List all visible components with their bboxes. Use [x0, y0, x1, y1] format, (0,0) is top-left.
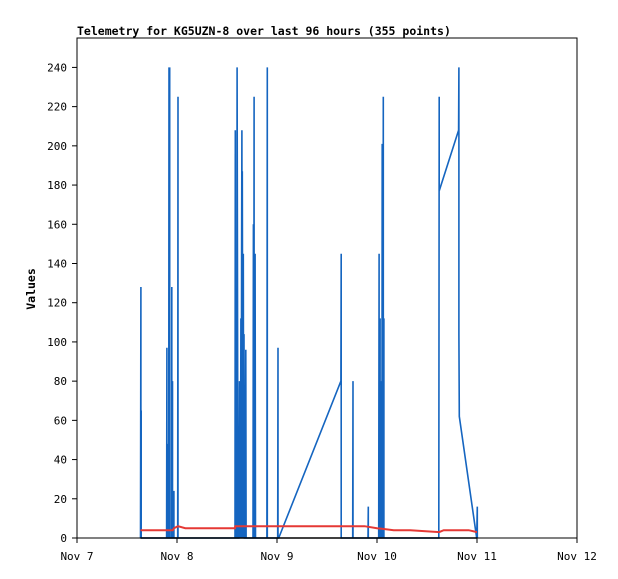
series-line-2 — [140, 525, 478, 534]
y-tick-label: 20 — [54, 493, 67, 506]
x-tick-label: Nov 11 — [457, 550, 497, 563]
y-tick-label: 160 — [47, 218, 67, 231]
axis-layer: 0 20 40 60 80 100 120 140 160 180 200 220 240 Nov 7 No… — [47, 61, 597, 563]
y-tick-label: 120 — [47, 297, 67, 310]
y-tick-label: 80 — [54, 375, 67, 388]
x-tick-label: Nov 7 — [60, 550, 93, 563]
plot-area-frame — [76, 37, 578, 539]
chart-title: Telemetry for KG5UZN-8 over last 96 hour… — [77, 24, 451, 38]
y-tick-label: 200 — [47, 140, 67, 153]
x-tick-label: Nov 8 — [160, 550, 193, 563]
y-axis-label: Values — [24, 268, 38, 310]
y-tick-label: 40 — [54, 454, 67, 467]
y-tick-label: 60 — [54, 414, 67, 427]
x-tick-label: Nov 12 — [557, 550, 597, 563]
y-tick-label: 100 — [47, 336, 67, 349]
y-tick-label: 240 — [47, 61, 67, 74]
y-tick-label: 0 — [60, 532, 67, 545]
x-tick-label: Nov 10 — [357, 550, 397, 563]
y-tick-label: 180 — [47, 179, 67, 192]
y-tick-label: 140 — [47, 257, 67, 270]
x-tick-label: Nov 9 — [260, 550, 293, 563]
y-tick-label: 220 — [47, 101, 67, 114]
